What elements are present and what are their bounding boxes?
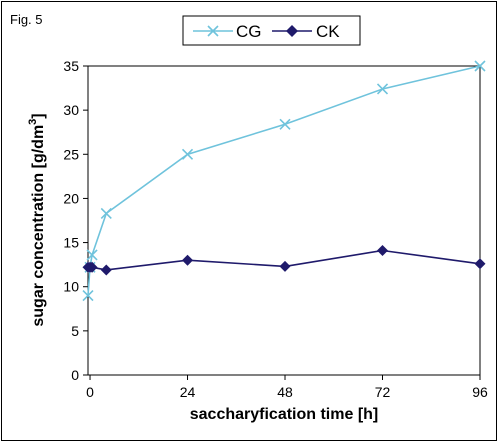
x-tick-label: 72: [375, 384, 391, 400]
data-point-cg: [82, 289, 94, 302]
x-axis-title: saccharyfication time [h]: [190, 406, 379, 423]
y-axis-title-superscript: 3: [27, 119, 39, 125]
y-tick-label: 15: [63, 235, 79, 251]
y-axis-title-main: sugar concentration [g/dm: [30, 125, 47, 327]
y-tick-label: 0: [71, 367, 79, 383]
data-point-cg: [181, 148, 194, 160]
x-tick-label: 48: [277, 384, 293, 400]
data-point-ck: [377, 245, 389, 257]
data-point-cg: [279, 118, 291, 130]
x-tick-label: 0: [86, 384, 94, 400]
figure-label: Fig. 5: [10, 12, 43, 27]
data-point-cg: [86, 249, 98, 261]
plot-area: [87, 65, 481, 376]
y-tick-label: 25: [63, 146, 79, 162]
series-layer: [82, 60, 486, 302]
x-axis-ticks: 0 24 48 72 96: [86, 375, 488, 400]
y-axis-ticks: 0 5 10 15 20 25 30 35: [63, 58, 88, 383]
y-tick-label: 35: [63, 58, 79, 74]
data-point-cg: [376, 83, 389, 95]
data-point-ck: [474, 258, 486, 270]
data-point-ck: [86, 261, 98, 273]
data-point-ck: [279, 260, 291, 272]
data-point-cg: [474, 60, 486, 72]
y-axis-title-close: ]: [30, 113, 47, 118]
y-tick-label: 30: [63, 102, 79, 118]
data-point-cg: [100, 207, 112, 220]
data-point-ck: [182, 254, 194, 266]
legend-label-cg: CG: [236, 22, 262, 41]
x-tick-label: 96: [472, 384, 488, 400]
legend-marker-ck: [286, 25, 298, 37]
y-tick-label: 20: [63, 190, 79, 206]
y-axis-title: sugar concentration [g/dm3]: [27, 113, 47, 326]
data-point-ck: [100, 264, 112, 276]
y-tick-label: 10: [63, 279, 79, 295]
x-tick-label: 24: [180, 384, 196, 400]
legend-marker-cg: [207, 25, 219, 37]
y-tick-label: 5: [71, 323, 79, 339]
legend: CG CK: [182, 15, 361, 46]
legend-label-ck: CK: [316, 22, 340, 41]
